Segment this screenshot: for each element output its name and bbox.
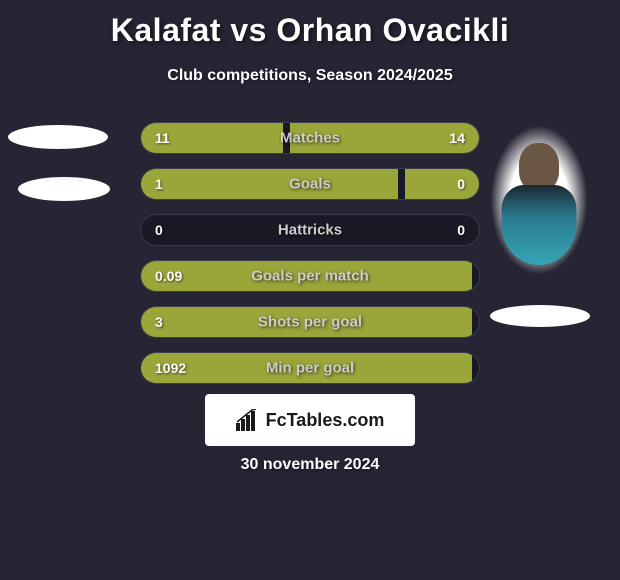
player-right-avatar — [490, 125, 590, 355]
bar-right — [405, 169, 479, 199]
stat-label: Hattricks — [278, 222, 342, 239]
stat-left-value: 3 — [155, 314, 163, 330]
stat-label: Shots per goal — [258, 314, 362, 331]
stat-label: Goals per match — [251, 268, 369, 285]
player-left-avatar — [8, 125, 110, 201]
stat-row: 1 0 Goals — [140, 168, 480, 200]
stat-right-value: 0 — [457, 222, 465, 238]
stat-left-value: 11 — [155, 130, 170, 146]
stats-chart: 11 14 Matches 1 0 Goals 0 0 Hattricks 0.09 Goals p… — [140, 122, 480, 398]
stat-left-value: 0.09 — [155, 268, 182, 284]
stat-right-value: 0 — [457, 176, 465, 192]
date-label: 30 november 2024 — [241, 456, 380, 474]
stat-row: 1092 Min per goal — [140, 352, 480, 384]
stat-label: Matches — [280, 130, 340, 147]
stat-row: 3 Shots per goal — [140, 306, 480, 338]
stat-left-value: 1 — [155, 176, 163, 192]
branding-text: FcTables.com — [266, 410, 385, 431]
stat-left-value: 1092 — [155, 360, 186, 376]
stat-row: 11 14 Matches — [140, 122, 480, 154]
stat-right-value: 14 — [449, 130, 465, 146]
subtitle: Club competitions, Season 2024/2025 — [0, 67, 620, 85]
player-photo — [490, 125, 588, 275]
stat-left-value: 0 — [155, 222, 163, 238]
avatar-placeholder-shape — [18, 177, 110, 201]
stat-row: 0.09 Goals per match — [140, 260, 480, 292]
fctables-logo-icon — [236, 409, 260, 431]
avatar-placeholder-shape — [490, 305, 590, 327]
bar-left — [141, 169, 398, 199]
stat-row: 0 0 Hattricks — [140, 214, 480, 246]
page-title: Kalafat vs Orhan Ovacikli — [0, 0, 620, 49]
avatar-placeholder-shape — [8, 125, 108, 149]
stat-label: Min per goal — [266, 360, 354, 377]
stat-label: Goals — [289, 176, 331, 193]
branding-badge: FcTables.com — [205, 394, 415, 446]
